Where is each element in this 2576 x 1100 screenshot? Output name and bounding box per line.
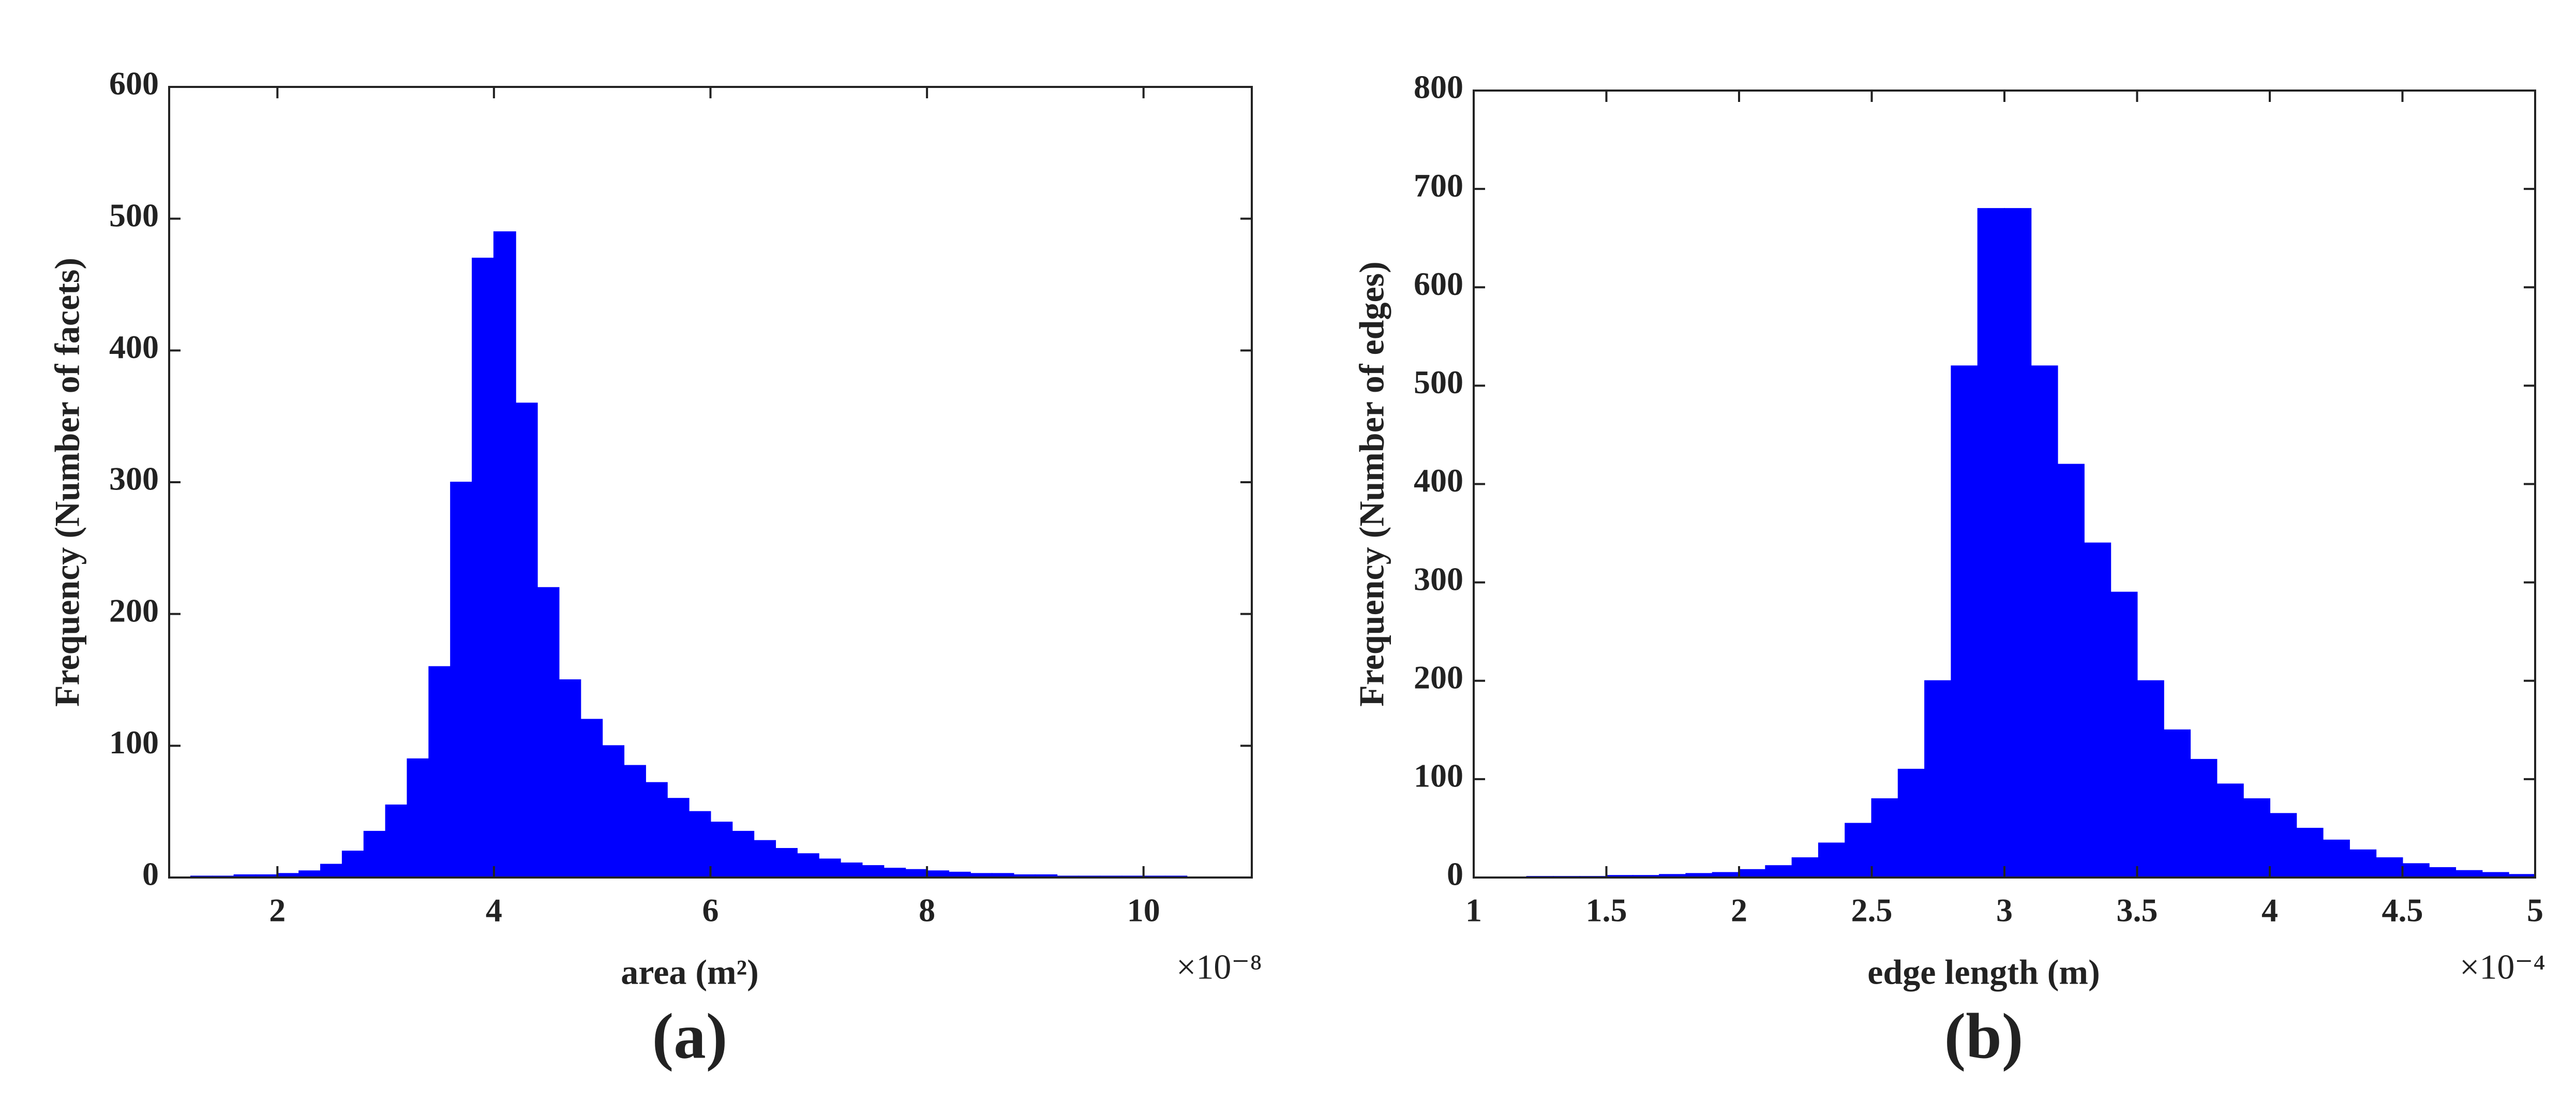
histogram-bar xyxy=(1818,842,1846,879)
x-tick-label: 4.5 xyxy=(2382,892,2423,929)
y-tick-label: 500 xyxy=(1414,364,1463,400)
histogram-bar xyxy=(2269,813,2297,878)
y-tick-label: 600 xyxy=(1414,265,1463,302)
x-multiplier: ×10⁻⁸ xyxy=(1176,947,1262,987)
x-tick-label: 4 xyxy=(2262,892,2278,929)
histogram-bar xyxy=(796,853,819,879)
histogram-bar xyxy=(2057,464,2085,878)
histogram-bar xyxy=(1765,865,1793,879)
x-tick-label: 2 xyxy=(1731,892,1747,929)
histogram-bar xyxy=(666,798,690,878)
y-tick-label: 700 xyxy=(1414,167,1463,204)
y-tick-label: 400 xyxy=(1414,462,1463,499)
histogram-bar xyxy=(2402,863,2430,878)
histogram-bar xyxy=(2190,759,2218,878)
histogram-bar xyxy=(363,830,386,879)
histogram-bar xyxy=(493,231,516,879)
x-multiplier: ×10⁻⁴ xyxy=(2460,947,2545,987)
histogram-bar xyxy=(2004,208,2032,878)
x-tick-label: 1 xyxy=(1465,892,1482,929)
histogram-bar xyxy=(1897,768,1926,879)
x-axis-label: edge length (m) xyxy=(1867,953,2100,992)
histogram-bar xyxy=(515,403,538,878)
histogram-bar xyxy=(2216,783,2244,878)
histogram-bar xyxy=(1739,869,1766,879)
histogram-bar xyxy=(2375,857,2403,878)
histogram-bar xyxy=(2030,365,2058,878)
histogram-bar xyxy=(472,258,495,879)
histogram-bar xyxy=(428,666,452,878)
histogram-bar xyxy=(407,758,430,879)
histogram-bar xyxy=(710,822,733,879)
x-axis-label: area (m²) xyxy=(621,953,758,992)
histogram-bar xyxy=(2348,849,2377,879)
x-tick-label: 5 xyxy=(2527,892,2543,929)
histogram-bar xyxy=(861,865,885,878)
histogram-bar xyxy=(731,830,755,879)
y-tick-label: 300 xyxy=(1414,560,1463,597)
histogram-bar xyxy=(1791,857,1819,878)
x-tick-label: 2.5 xyxy=(1851,892,1893,929)
y-tick-label: 100 xyxy=(109,724,159,761)
histogram-bar xyxy=(536,587,560,878)
histogram-bar xyxy=(1924,680,1952,878)
x-tick-label: 10 xyxy=(1127,892,1160,929)
y-tick-label: 100 xyxy=(1414,757,1463,794)
subtitle: (b) xyxy=(1944,1001,2024,1073)
histogram-bar xyxy=(1845,823,1873,879)
histogram-bar xyxy=(2083,542,2111,878)
y-tick-label: 0 xyxy=(1447,856,1463,893)
histogram-bar xyxy=(558,679,581,878)
x-tick-label: 3 xyxy=(1996,892,2013,929)
histogram-bar xyxy=(2296,827,2324,878)
x-tick-label: 4 xyxy=(486,892,502,929)
histogram-bar xyxy=(385,804,408,879)
histogram-bar xyxy=(1977,208,2005,878)
histogram-bar xyxy=(753,840,776,879)
histogram-bar xyxy=(818,858,841,879)
histogram-bar xyxy=(645,782,668,879)
histogram-bar xyxy=(688,811,711,878)
y-axis-label: Frequency (Number of facets) xyxy=(48,258,87,707)
histogram-bar xyxy=(2110,591,2138,878)
histogram-bar xyxy=(2136,680,2164,878)
histogram-bar xyxy=(320,864,343,878)
histogram-bar xyxy=(341,851,365,878)
histogram-bar xyxy=(580,719,603,879)
y-tick-label: 500 xyxy=(109,197,159,233)
histogram-bar xyxy=(2242,798,2271,879)
histogram-bar xyxy=(905,869,928,878)
y-tick-label: 600 xyxy=(109,65,159,102)
histogram-bar xyxy=(2428,867,2457,879)
histogram-bar xyxy=(883,868,906,879)
histogram-bar xyxy=(2163,729,2191,878)
histogram-bar xyxy=(450,482,473,878)
histogram-bar xyxy=(775,848,798,879)
histogram-bar xyxy=(1871,798,1899,879)
x-tick-label: 3.5 xyxy=(2117,892,2158,929)
y-tick-label: 0 xyxy=(142,856,159,893)
x-tick-label: 1.5 xyxy=(1586,892,1627,929)
y-tick-label: 800 xyxy=(1414,69,1463,106)
histogram-bar xyxy=(623,765,646,878)
histogram-bar xyxy=(2322,839,2350,878)
y-tick-label: 200 xyxy=(109,592,159,629)
y-axis-label: Frequency (Number of edges) xyxy=(1352,261,1391,707)
histogram-bar xyxy=(840,862,863,879)
y-tick-label: 200 xyxy=(1414,659,1463,695)
axes-box xyxy=(168,86,1253,879)
x-tick-label: 8 xyxy=(919,892,935,929)
histogram-bar xyxy=(602,745,625,879)
histogram-bar xyxy=(1951,365,1979,878)
y-tick-label: 400 xyxy=(109,329,159,365)
x-tick-label: 2 xyxy=(269,892,286,929)
x-tick-label: 6 xyxy=(702,892,719,929)
subtitle: (a) xyxy=(652,1001,728,1073)
y-tick-label: 300 xyxy=(109,460,159,497)
